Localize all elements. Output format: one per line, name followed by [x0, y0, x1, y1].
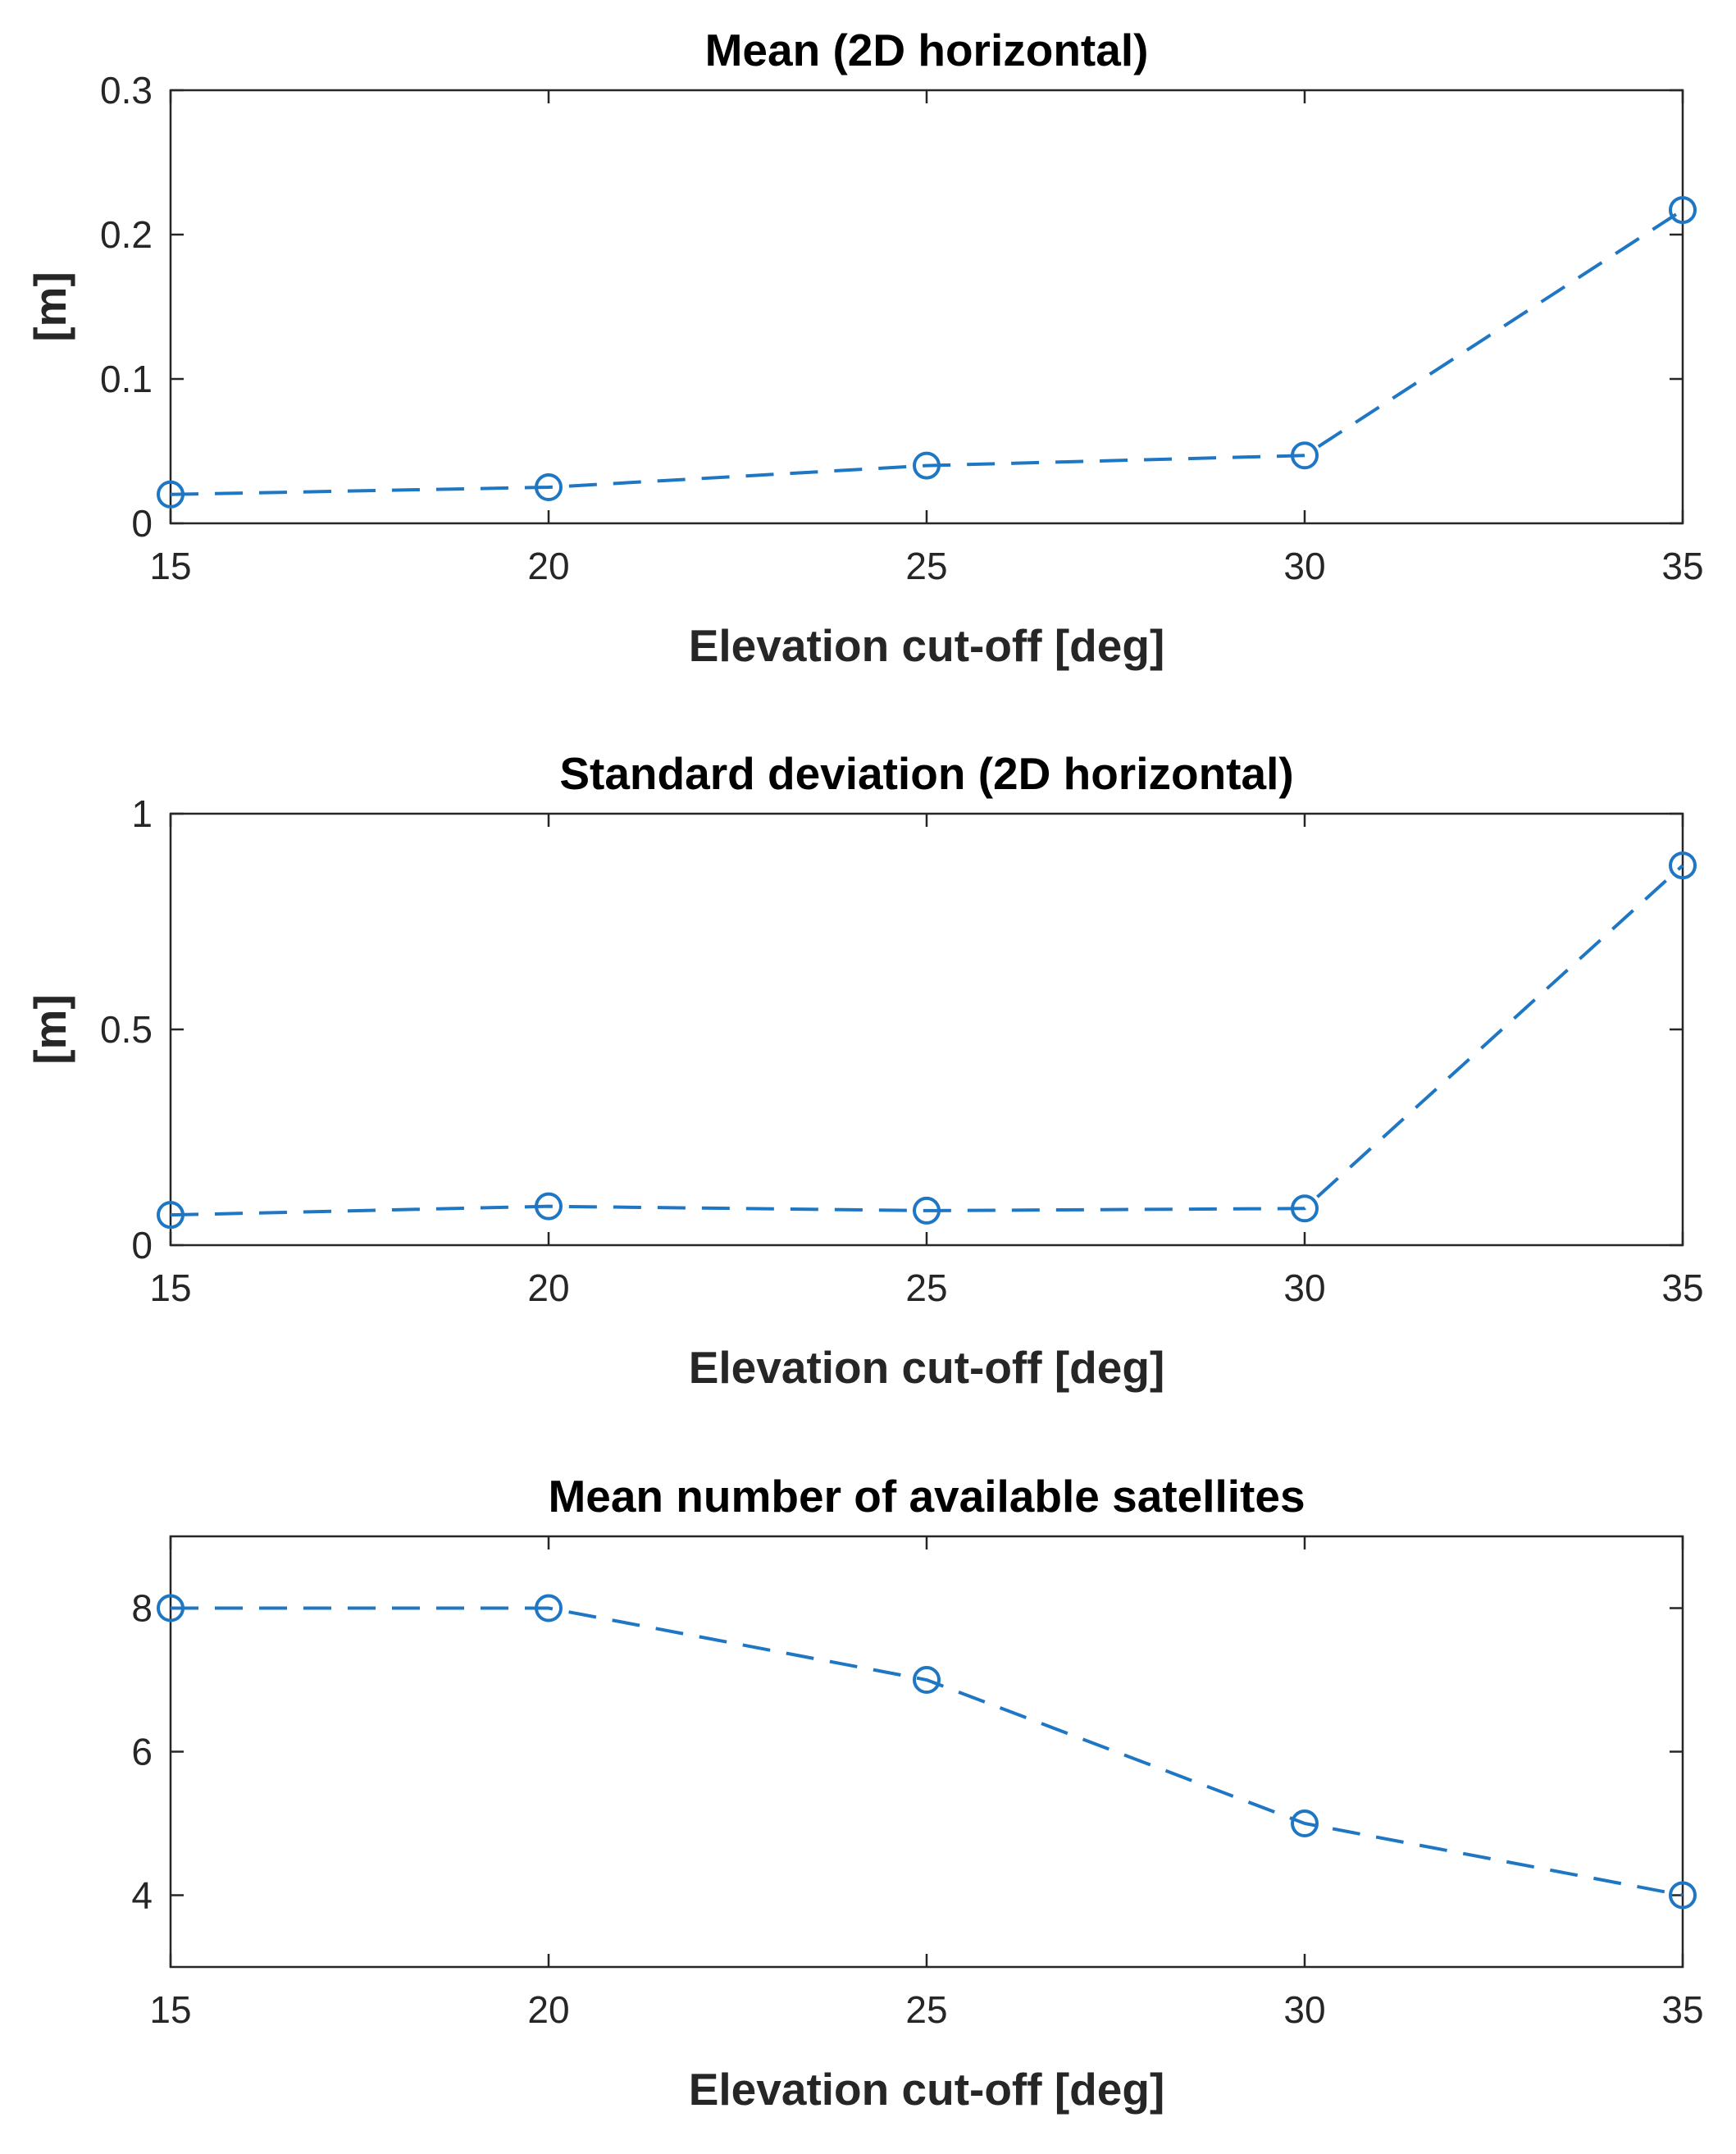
y-tick-label: 0 — [131, 1224, 153, 1266]
x-tick-label: 35 — [1661, 1266, 1703, 1309]
data-point-marker — [535, 473, 563, 501]
x-axis-label: Elevation cut-off [deg] — [689, 1342, 1165, 1393]
x-tick-label: 30 — [1283, 1266, 1325, 1309]
y-tick-label: 0.2 — [100, 213, 153, 256]
data-point-marker — [157, 1594, 185, 1622]
data-point-marker — [157, 480, 185, 509]
x-tick-label: 30 — [1283, 1988, 1325, 2031]
y-tick-label: 6 — [131, 1731, 153, 1773]
x-tick-label: 35 — [1661, 1988, 1703, 2031]
y-tick-label: 0 — [131, 502, 153, 545]
data-point-marker — [1669, 851, 1697, 880]
x-tick-label: 25 — [905, 1988, 947, 2031]
data-point-marker — [913, 451, 941, 480]
x-tick-label: 15 — [149, 545, 191, 587]
x-tick-label: 35 — [1661, 545, 1703, 587]
data-point-marker — [535, 1594, 563, 1622]
data-point-marker — [1669, 196, 1697, 225]
y-tick-label: 0.5 — [100, 1008, 153, 1051]
x-axis-label: Elevation cut-off [deg] — [689, 2064, 1165, 2115]
x-tick-label: 15 — [149, 1988, 191, 2031]
data-point-marker — [913, 1666, 941, 1694]
y-axis-label: [m] — [25, 994, 75, 1065]
data-point-marker — [1291, 1194, 1319, 1223]
axes-frame — [169, 812, 1684, 1247]
chart-panel-1: 15 20 25 30 35 0 0.1 0.2 0.3 Mean (2D horizontal)… — [25, 25, 1704, 671]
chart-panel-2: 15 20 25 30 35 0 0.5 1 Standard deviation (2D ho… — [25, 748, 1704, 1393]
x-tick-label: 25 — [905, 545, 947, 587]
y-axis-label: [m] — [25, 272, 75, 342]
chart-title: Mean number of available satellites — [548, 1471, 1305, 1522]
data-point-marker — [1291, 441, 1319, 470]
data-point-marker — [157, 1201, 185, 1230]
chart-title: Mean (2D horizontal) — [705, 25, 1149, 75]
axes-frame — [169, 89, 1684, 525]
y-tick-label: 0.1 — [100, 358, 153, 400]
data-point-marker — [535, 1192, 563, 1221]
x-tick-label: 20 — [527, 1266, 569, 1309]
axes-frame — [169, 1535, 1684, 1969]
x-tick-label: 15 — [149, 1266, 191, 1309]
x-tick-label: 20 — [527, 1988, 569, 2031]
data-point-marker — [1669, 1881, 1697, 1910]
x-tick-label: 20 — [527, 545, 569, 587]
y-tick-label: 1 — [131, 792, 153, 835]
chart-panel-3: 15 20 25 30 35 4 6 8 Mean number of available sa… — [131, 1471, 1703, 2115]
data-point-marker — [1291, 1809, 1319, 1837]
x-tick-label: 30 — [1283, 545, 1325, 587]
data-point-marker — [913, 1196, 941, 1225]
chart-title: Standard deviation (2D horizontal) — [559, 748, 1293, 799]
x-tick-label: 25 — [905, 1266, 947, 1309]
x-axis-label: Elevation cut-off [deg] — [689, 620, 1165, 671]
series-line — [170, 864, 1684, 1217]
y-tick-label: 4 — [131, 1874, 153, 1917]
y-tick-label: 0.3 — [100, 69, 153, 112]
series-line — [171, 1606, 1684, 1897]
series-line — [170, 208, 1684, 496]
y-tick-label: 8 — [131, 1587, 153, 1630]
